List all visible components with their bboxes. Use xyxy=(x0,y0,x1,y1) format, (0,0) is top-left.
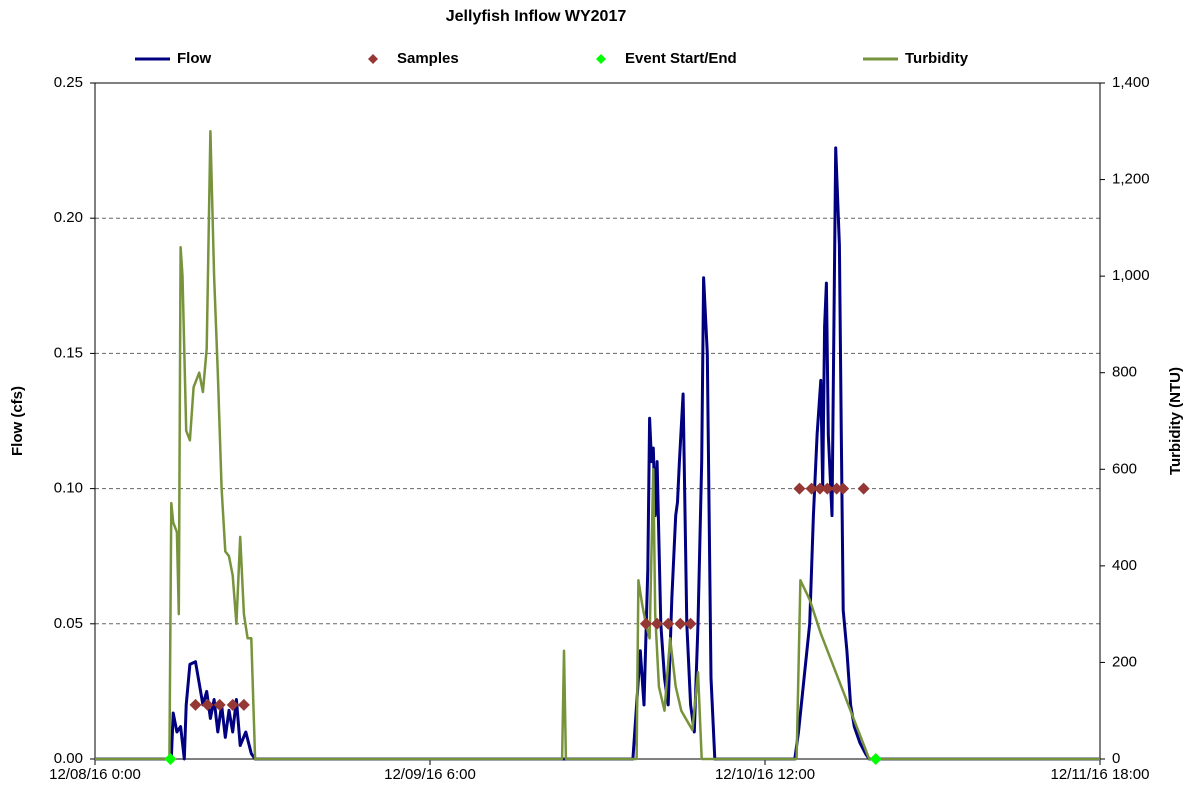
marker xyxy=(821,482,834,495)
marker xyxy=(830,482,843,495)
y2-tick-label: 1,200 xyxy=(1112,171,1150,188)
y-tick-label: 0.05 xyxy=(54,615,83,632)
marker xyxy=(201,698,214,711)
x-tick-label: 12/09/16 6:00 xyxy=(384,766,476,783)
legend-swatch xyxy=(368,54,378,64)
y2-tick-label: 1,400 xyxy=(1112,74,1150,91)
marker xyxy=(857,482,870,495)
legend-swatch xyxy=(596,54,606,64)
legend-label: Flow xyxy=(177,50,211,67)
marker xyxy=(813,482,826,495)
plot-frame xyxy=(94,82,1101,760)
y-tick-label: 0.00 xyxy=(54,750,83,767)
marker xyxy=(684,617,697,630)
marker xyxy=(805,482,818,495)
marker xyxy=(674,617,687,630)
x-tick-label: 12/10/16 12:00 xyxy=(715,766,815,783)
y2-tick-label: 1,000 xyxy=(1112,267,1150,284)
y-tick-label: 0.25 xyxy=(54,74,83,91)
x-tick-label: 12/08/16 0:00 xyxy=(49,766,141,783)
marker xyxy=(226,698,239,711)
x-tick-label: 12/11/16 18:00 xyxy=(1051,766,1150,783)
marker xyxy=(639,617,652,630)
y2-tick-label: 0 xyxy=(1112,750,1120,767)
y2-axis-title: Turbidity (NTU) xyxy=(1167,367,1184,475)
marker xyxy=(837,482,850,495)
y-tick-label: 0.15 xyxy=(54,344,83,361)
chart-title: Jellyfish Inflow WY2017 xyxy=(446,8,627,25)
legend-label: Event Start/End xyxy=(625,50,737,67)
marker xyxy=(237,698,250,711)
y2-tick-label: 200 xyxy=(1112,653,1137,670)
marker xyxy=(869,753,882,765)
series-line xyxy=(95,130,1100,761)
marker xyxy=(189,698,202,711)
marker xyxy=(213,698,226,711)
y2-tick-label: 400 xyxy=(1112,557,1137,574)
y-tick-label: 0.10 xyxy=(54,480,83,497)
series-line xyxy=(95,146,1100,761)
marker xyxy=(793,482,806,495)
y2-tick-label: 800 xyxy=(1112,364,1137,381)
y-axis-title: Flow (cfs) xyxy=(9,386,26,456)
marker xyxy=(164,753,177,765)
y-tick-label: 0.20 xyxy=(54,209,83,226)
y2-tick-label: 600 xyxy=(1112,460,1137,477)
marker xyxy=(651,617,664,630)
legend-label: Samples xyxy=(397,50,459,67)
legend-label: Turbidity xyxy=(905,50,969,67)
marker xyxy=(662,617,675,630)
